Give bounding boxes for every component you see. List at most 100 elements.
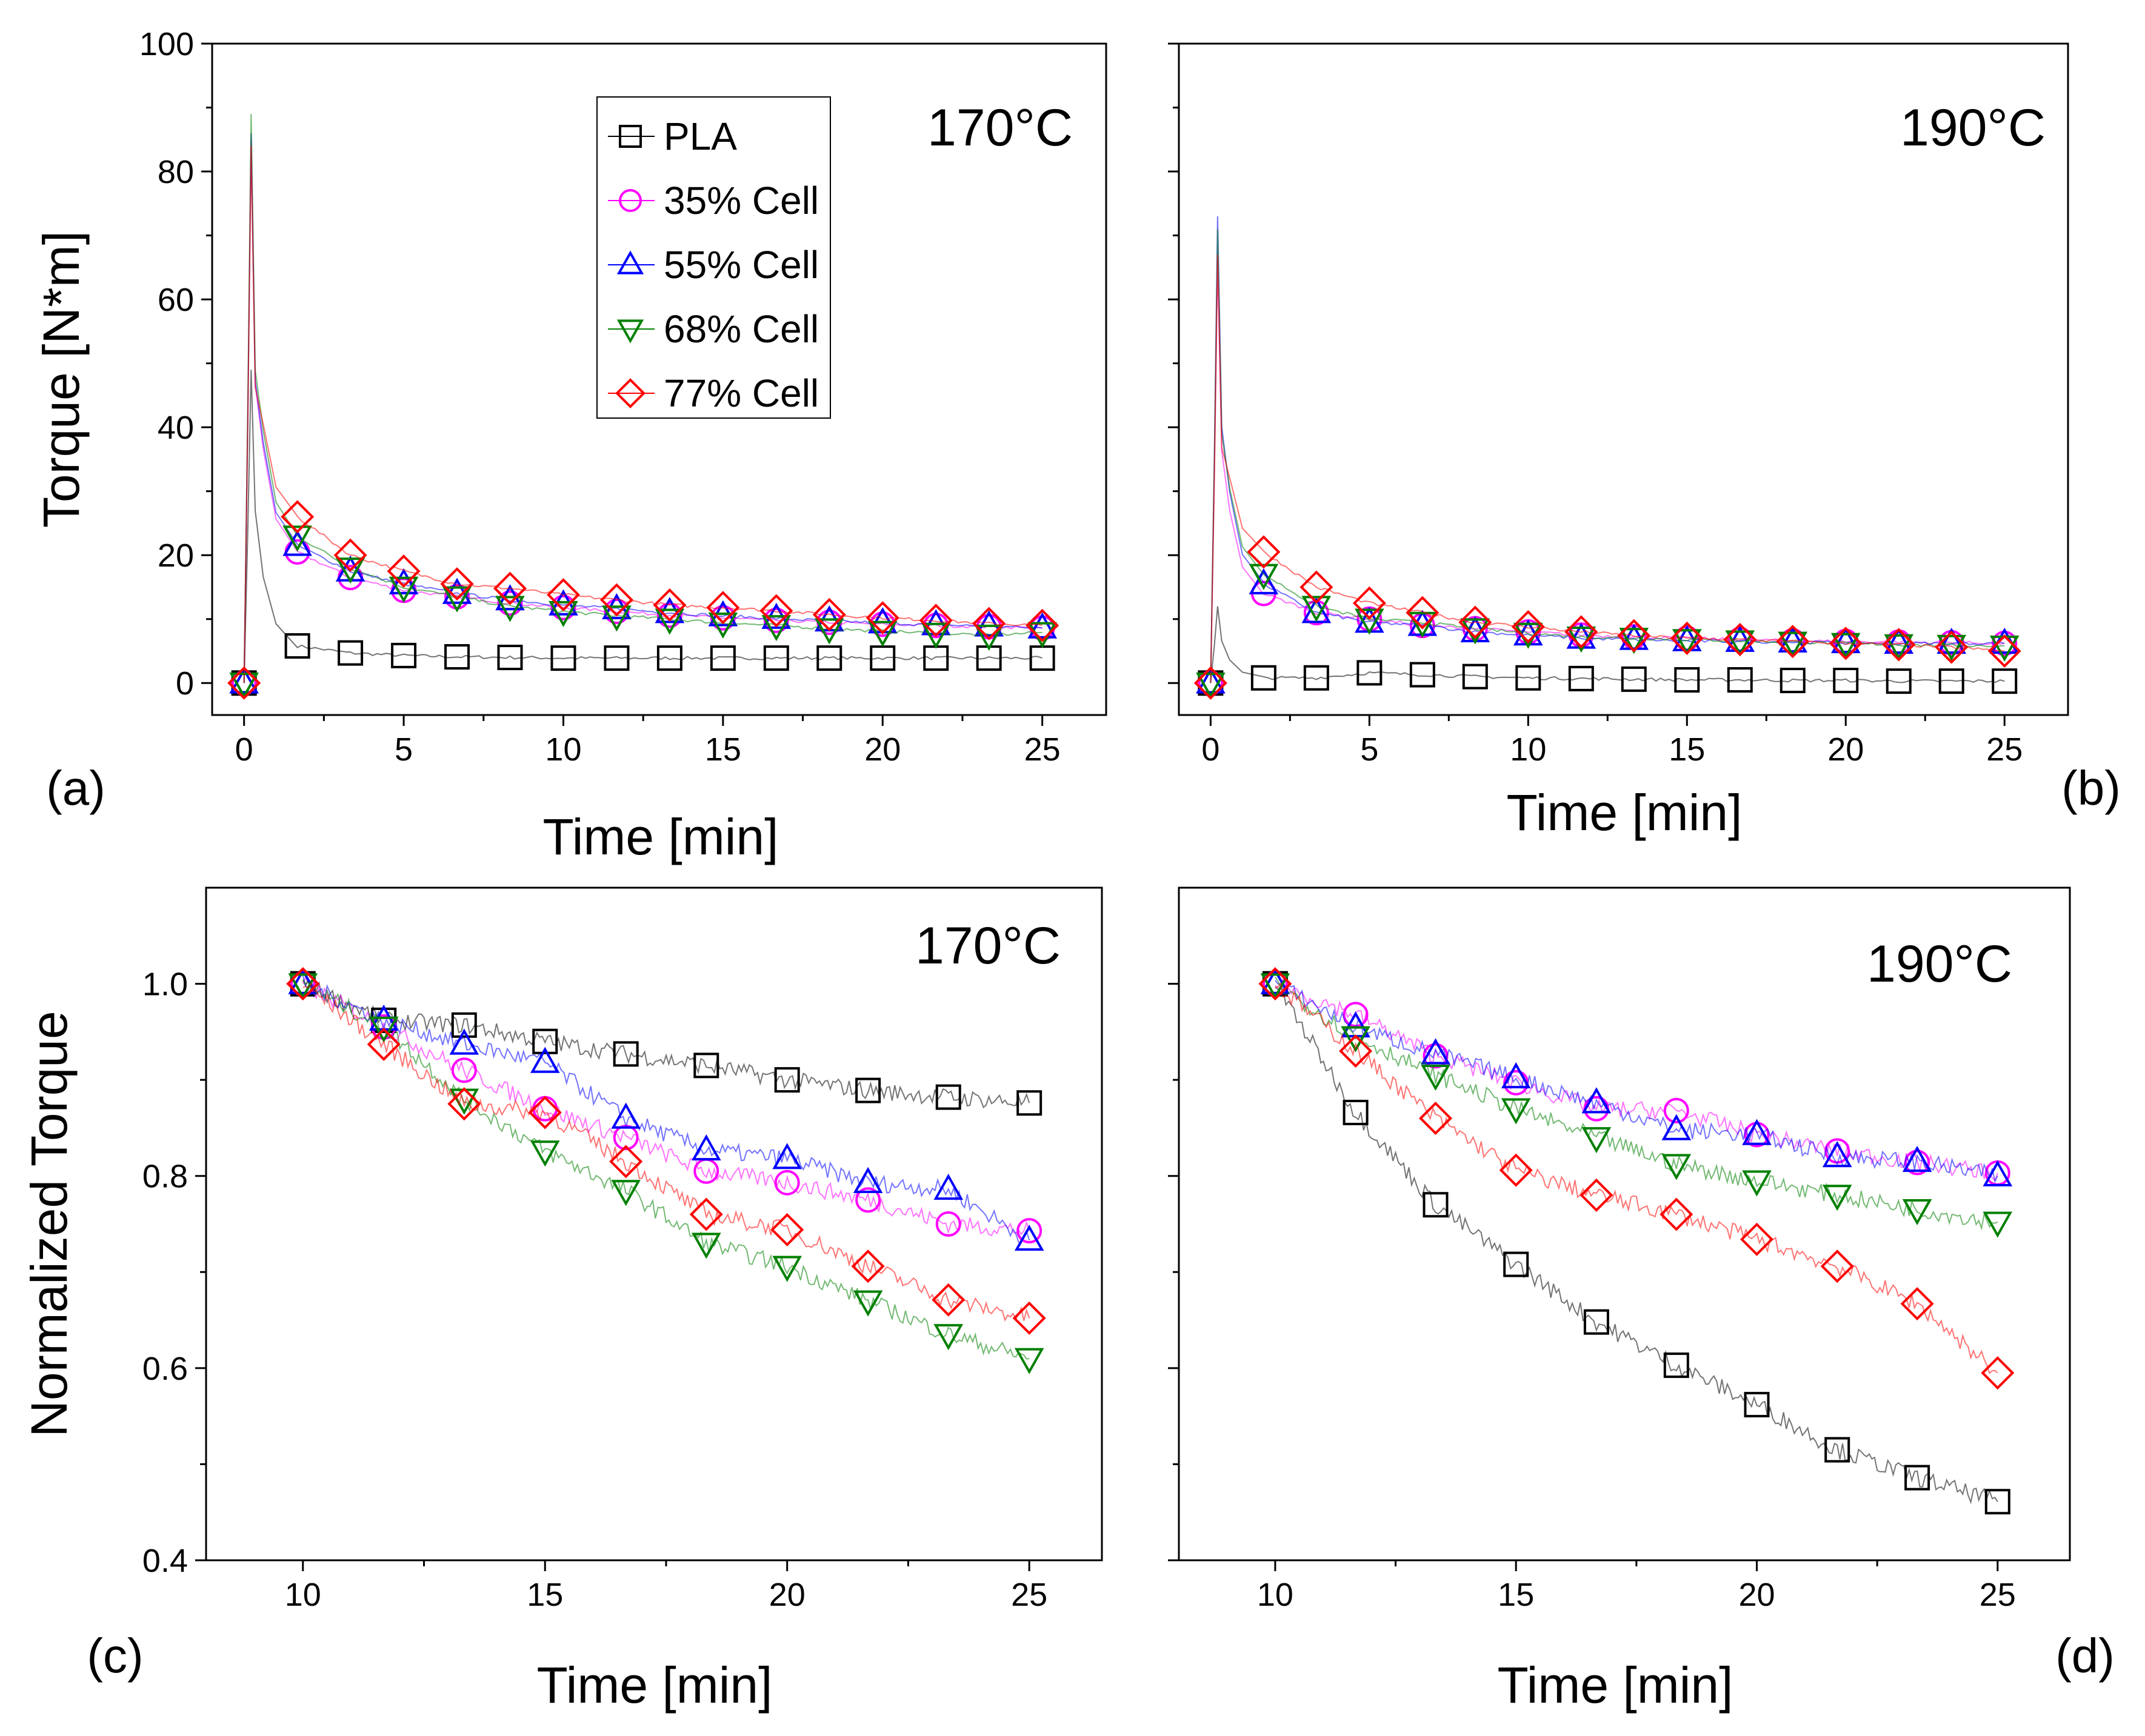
data-point — [338, 640, 364, 666]
panel-a: 0 5 10 15 20 25 0 20 40 60 80 100 Time [min] Torque [… — [33, 26, 1107, 865]
data-point — [1937, 627, 1967, 654]
data-point — [532, 1028, 558, 1054]
legend-marker — [619, 189, 642, 212]
data-point — [935, 1211, 961, 1237]
trace-line — [302, 975, 1030, 1244]
legend-label: 77% Cell — [664, 371, 819, 415]
data-point — [1904, 1149, 1930, 1176]
data-point — [1744, 1392, 1770, 1418]
data-point — [495, 596, 525, 622]
y-tick-label: 100 — [139, 26, 194, 62]
data-point — [1258, 967, 1292, 1001]
data-point — [1501, 1062, 1531, 1089]
trace-line — [1210, 254, 2005, 683]
data-point — [1250, 665, 1276, 691]
series-68-cell — [1260, 973, 2013, 1238]
data-point — [1341, 1026, 1370, 1053]
data-point — [282, 530, 312, 556]
data-point — [1583, 1309, 1609, 1335]
data-point — [656, 645, 682, 671]
x-axis-title: Time [min] — [1498, 1657, 1733, 1714]
data-point — [1409, 662, 1435, 688]
data-point — [1343, 1002, 1369, 1028]
data-point — [1830, 627, 1861, 653]
data-point — [866, 601, 899, 635]
data-point — [1418, 1102, 1453, 1136]
data-point — [1742, 1170, 1772, 1197]
data-point — [1884, 634, 1914, 660]
trace-line — [1275, 982, 1998, 1374]
x-tick-label: 0 — [235, 731, 253, 768]
data-point — [851, 1249, 885, 1283]
data-point — [1727, 667, 1753, 693]
data-point — [1663, 1352, 1689, 1378]
x-tick-label: 10 — [285, 1577, 321, 1613]
data-point — [497, 590, 523, 616]
data-point — [281, 500, 315, 534]
data-point — [530, 1046, 560, 1073]
trace-line — [1210, 228, 2005, 683]
data-point — [451, 1012, 477, 1038]
series-77-cell — [286, 967, 1046, 1335]
legend-label: 35% Cell — [664, 179, 819, 222]
x-tick-label: 25 — [1980, 1577, 2016, 1613]
data-point — [284, 633, 310, 659]
data-point — [286, 967, 320, 1001]
data-point — [449, 1028, 479, 1055]
panel-label: (b) — [2061, 761, 2121, 815]
y-tick-label: 40 — [158, 410, 194, 446]
data-point — [1983, 1160, 2013, 1186]
data-point — [653, 588, 687, 622]
trace-line — [302, 976, 1030, 1237]
x-tick-label: 5 — [395, 731, 413, 768]
plot-frame — [1178, 42, 2069, 716]
data-point — [1983, 1211, 2013, 1238]
data-point — [613, 1041, 639, 1067]
series-55-cell — [288, 968, 1044, 1251]
data-point — [1299, 570, 1333, 604]
trace-line — [243, 114, 1042, 683]
data-point — [609, 1145, 643, 1179]
data-point — [1016, 1090, 1042, 1116]
data-point — [935, 1084, 961, 1110]
data-point — [546, 578, 580, 612]
data-point — [1937, 634, 1967, 661]
data-point — [923, 645, 949, 671]
data-point — [288, 968, 318, 994]
series-77-cell — [1258, 967, 2015, 1390]
data-point — [227, 666, 261, 700]
data-point — [1833, 668, 1859, 694]
y-tick-label: 0.8 — [142, 1159, 188, 1195]
data-point — [528, 1096, 562, 1129]
data-point — [708, 612, 738, 639]
data-point — [604, 599, 630, 625]
data-point — [1406, 596, 1439, 630]
data-point — [812, 597, 846, 631]
panel-c: 10 15 20 25 0.4 0.6 0.8 1.0 Time [min] Normalized… — [21, 886, 1103, 1714]
x-tick-label: 10 — [545, 731, 581, 768]
series-35-cell — [1262, 971, 2010, 1186]
data-point — [611, 1180, 641, 1206]
data-point — [1672, 629, 1702, 656]
legend-item: PLA — [608, 115, 737, 158]
x-tick-label: 20 — [1738, 1577, 1775, 1613]
data-point — [1462, 663, 1488, 690]
data-point — [550, 645, 576, 671]
data-point — [1580, 1178, 1613, 1212]
data-point — [442, 586, 472, 613]
x-tick-label: 15 — [527, 1577, 563, 1613]
data-point — [1621, 666, 1647, 692]
plot-frame — [205, 886, 1103, 1561]
data-point — [1670, 621, 1704, 655]
data-point — [1981, 1356, 2015, 1390]
y-tick-label: 80 — [158, 154, 194, 190]
data-point — [1723, 622, 1757, 657]
data-point — [1820, 1249, 1854, 1283]
data-point — [974, 624, 1004, 651]
data-point — [1247, 535, 1281, 569]
temperature-label: 170°C — [927, 99, 1073, 157]
y-tick-label: 0.6 — [142, 1351, 188, 1387]
x-tick-label: 5 — [1360, 731, 1378, 768]
data-point — [1423, 1192, 1449, 1218]
data-point — [976, 645, 1002, 671]
